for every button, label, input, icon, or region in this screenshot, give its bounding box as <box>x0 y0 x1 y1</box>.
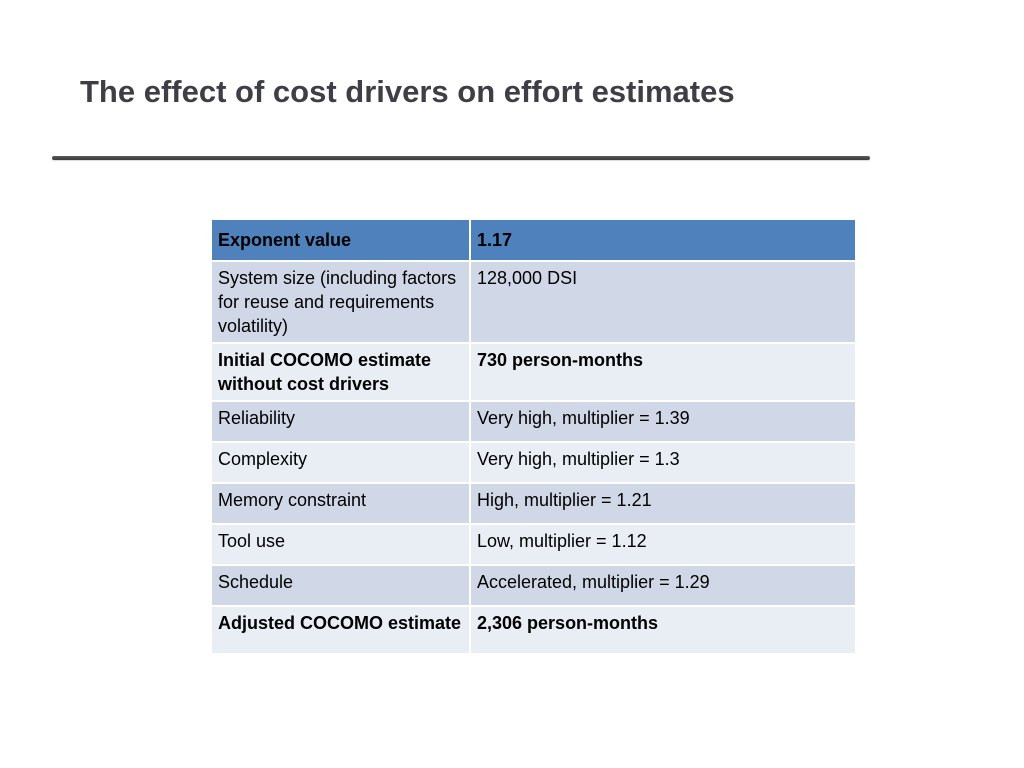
row-value: Low, multiplier = 1.12 <box>469 523 857 566</box>
cost-driver-table-container: Exponent value 1.17 System size (includi… <box>210 218 857 655</box>
row-label: System size (including factors for reuse… <box>210 260 471 344</box>
slide-title: The effect of cost drivers on effort est… <box>80 74 735 109</box>
table-row: Initial COCOMO estimate without cost dri… <box>210 342 857 402</box>
table-row: Reliability Very high, multiplier = 1.39 <box>210 400 857 443</box>
row-label: Schedule <box>210 564 471 607</box>
cost-driver-table: Exponent value 1.17 System size (includi… <box>210 218 857 655</box>
title-divider <box>52 156 870 160</box>
row-value: 730 person-months <box>469 342 857 402</box>
table-row: Tool use Low, multiplier = 1.12 <box>210 523 857 566</box>
row-label: Tool use <box>210 523 471 566</box>
header-cell-value: 1.17 <box>469 218 857 262</box>
row-label: Memory constraint <box>210 482 471 525</box>
row-value: Very high, multiplier = 1.39 <box>469 400 857 443</box>
row-label: Adjusted COCOMO estimate <box>210 605 471 655</box>
row-label: Initial COCOMO estimate without cost dri… <box>210 342 471 402</box>
row-label: Complexity <box>210 441 471 484</box>
row-value: High, multiplier = 1.21 <box>469 482 857 525</box>
row-value: 2,306 person-months <box>469 605 857 655</box>
row-value: Accelerated, multiplier = 1.29 <box>469 564 857 607</box>
table-row: System size (including factors for reuse… <box>210 260 857 344</box>
table-row: Schedule Accelerated, multiplier = 1.29 <box>210 564 857 607</box>
table-row: Adjusted COCOMO estimate 2,306 person-mo… <box>210 605 857 655</box>
row-label: Reliability <box>210 400 471 443</box>
row-value: Very high, multiplier = 1.3 <box>469 441 857 484</box>
table-header-row: Exponent value 1.17 <box>210 218 857 262</box>
table-row: Memory constraint High, multiplier = 1.2… <box>210 482 857 525</box>
table-row: Complexity Very high, multiplier = 1.3 <box>210 441 857 484</box>
header-cell-label: Exponent value <box>210 218 471 262</box>
row-value: 128,000 DSI <box>469 260 857 344</box>
